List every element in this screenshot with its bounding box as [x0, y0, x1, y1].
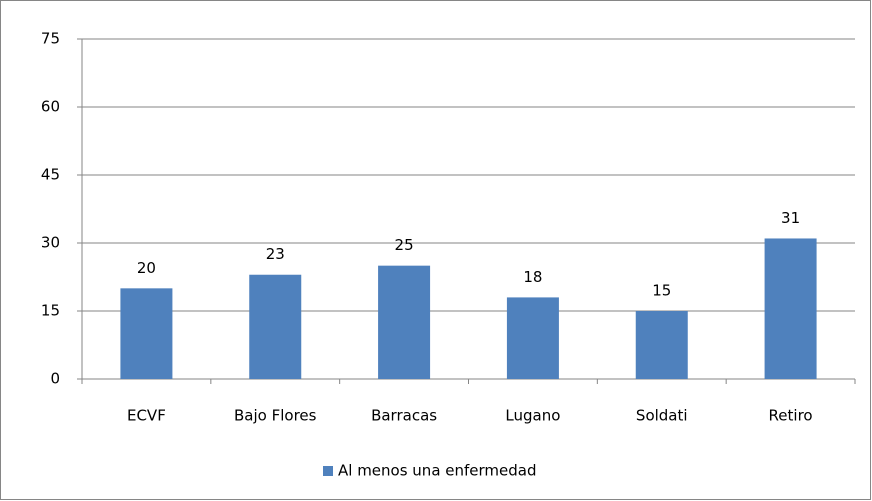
x-tick-label: Barracas	[371, 407, 437, 425]
legend-swatch	[323, 466, 333, 476]
bar	[506, 297, 559, 379]
x-tick-label: Lugano	[505, 407, 560, 425]
bar	[249, 274, 302, 379]
legend-label: Al menos una enfermedad	[338, 462, 537, 480]
value-label: 31	[781, 209, 800, 227]
value-label: 15	[652, 282, 671, 300]
bar	[635, 311, 688, 379]
x-tick-label: Bajo Flores	[234, 407, 317, 425]
y-tick-label: 15	[41, 302, 60, 320]
x-tick-label: Soldati	[636, 407, 688, 425]
y-tick-label: 75	[41, 30, 60, 48]
value-label: 20	[137, 259, 156, 277]
x-tick-label: Retiro	[769, 407, 813, 425]
value-label: 25	[395, 236, 414, 254]
value-label: 23	[266, 245, 285, 263]
x-tick-label: ECVF	[127, 407, 166, 425]
y-tick-label: 45	[41, 166, 60, 184]
y-tick-label: 30	[41, 234, 60, 252]
value-label: 18	[523, 268, 542, 286]
bar	[120, 288, 173, 379]
bar	[378, 265, 431, 379]
y-tick-label: 60	[41, 98, 60, 116]
y-tick-label: 0	[50, 370, 60, 388]
bar	[764, 238, 817, 379]
